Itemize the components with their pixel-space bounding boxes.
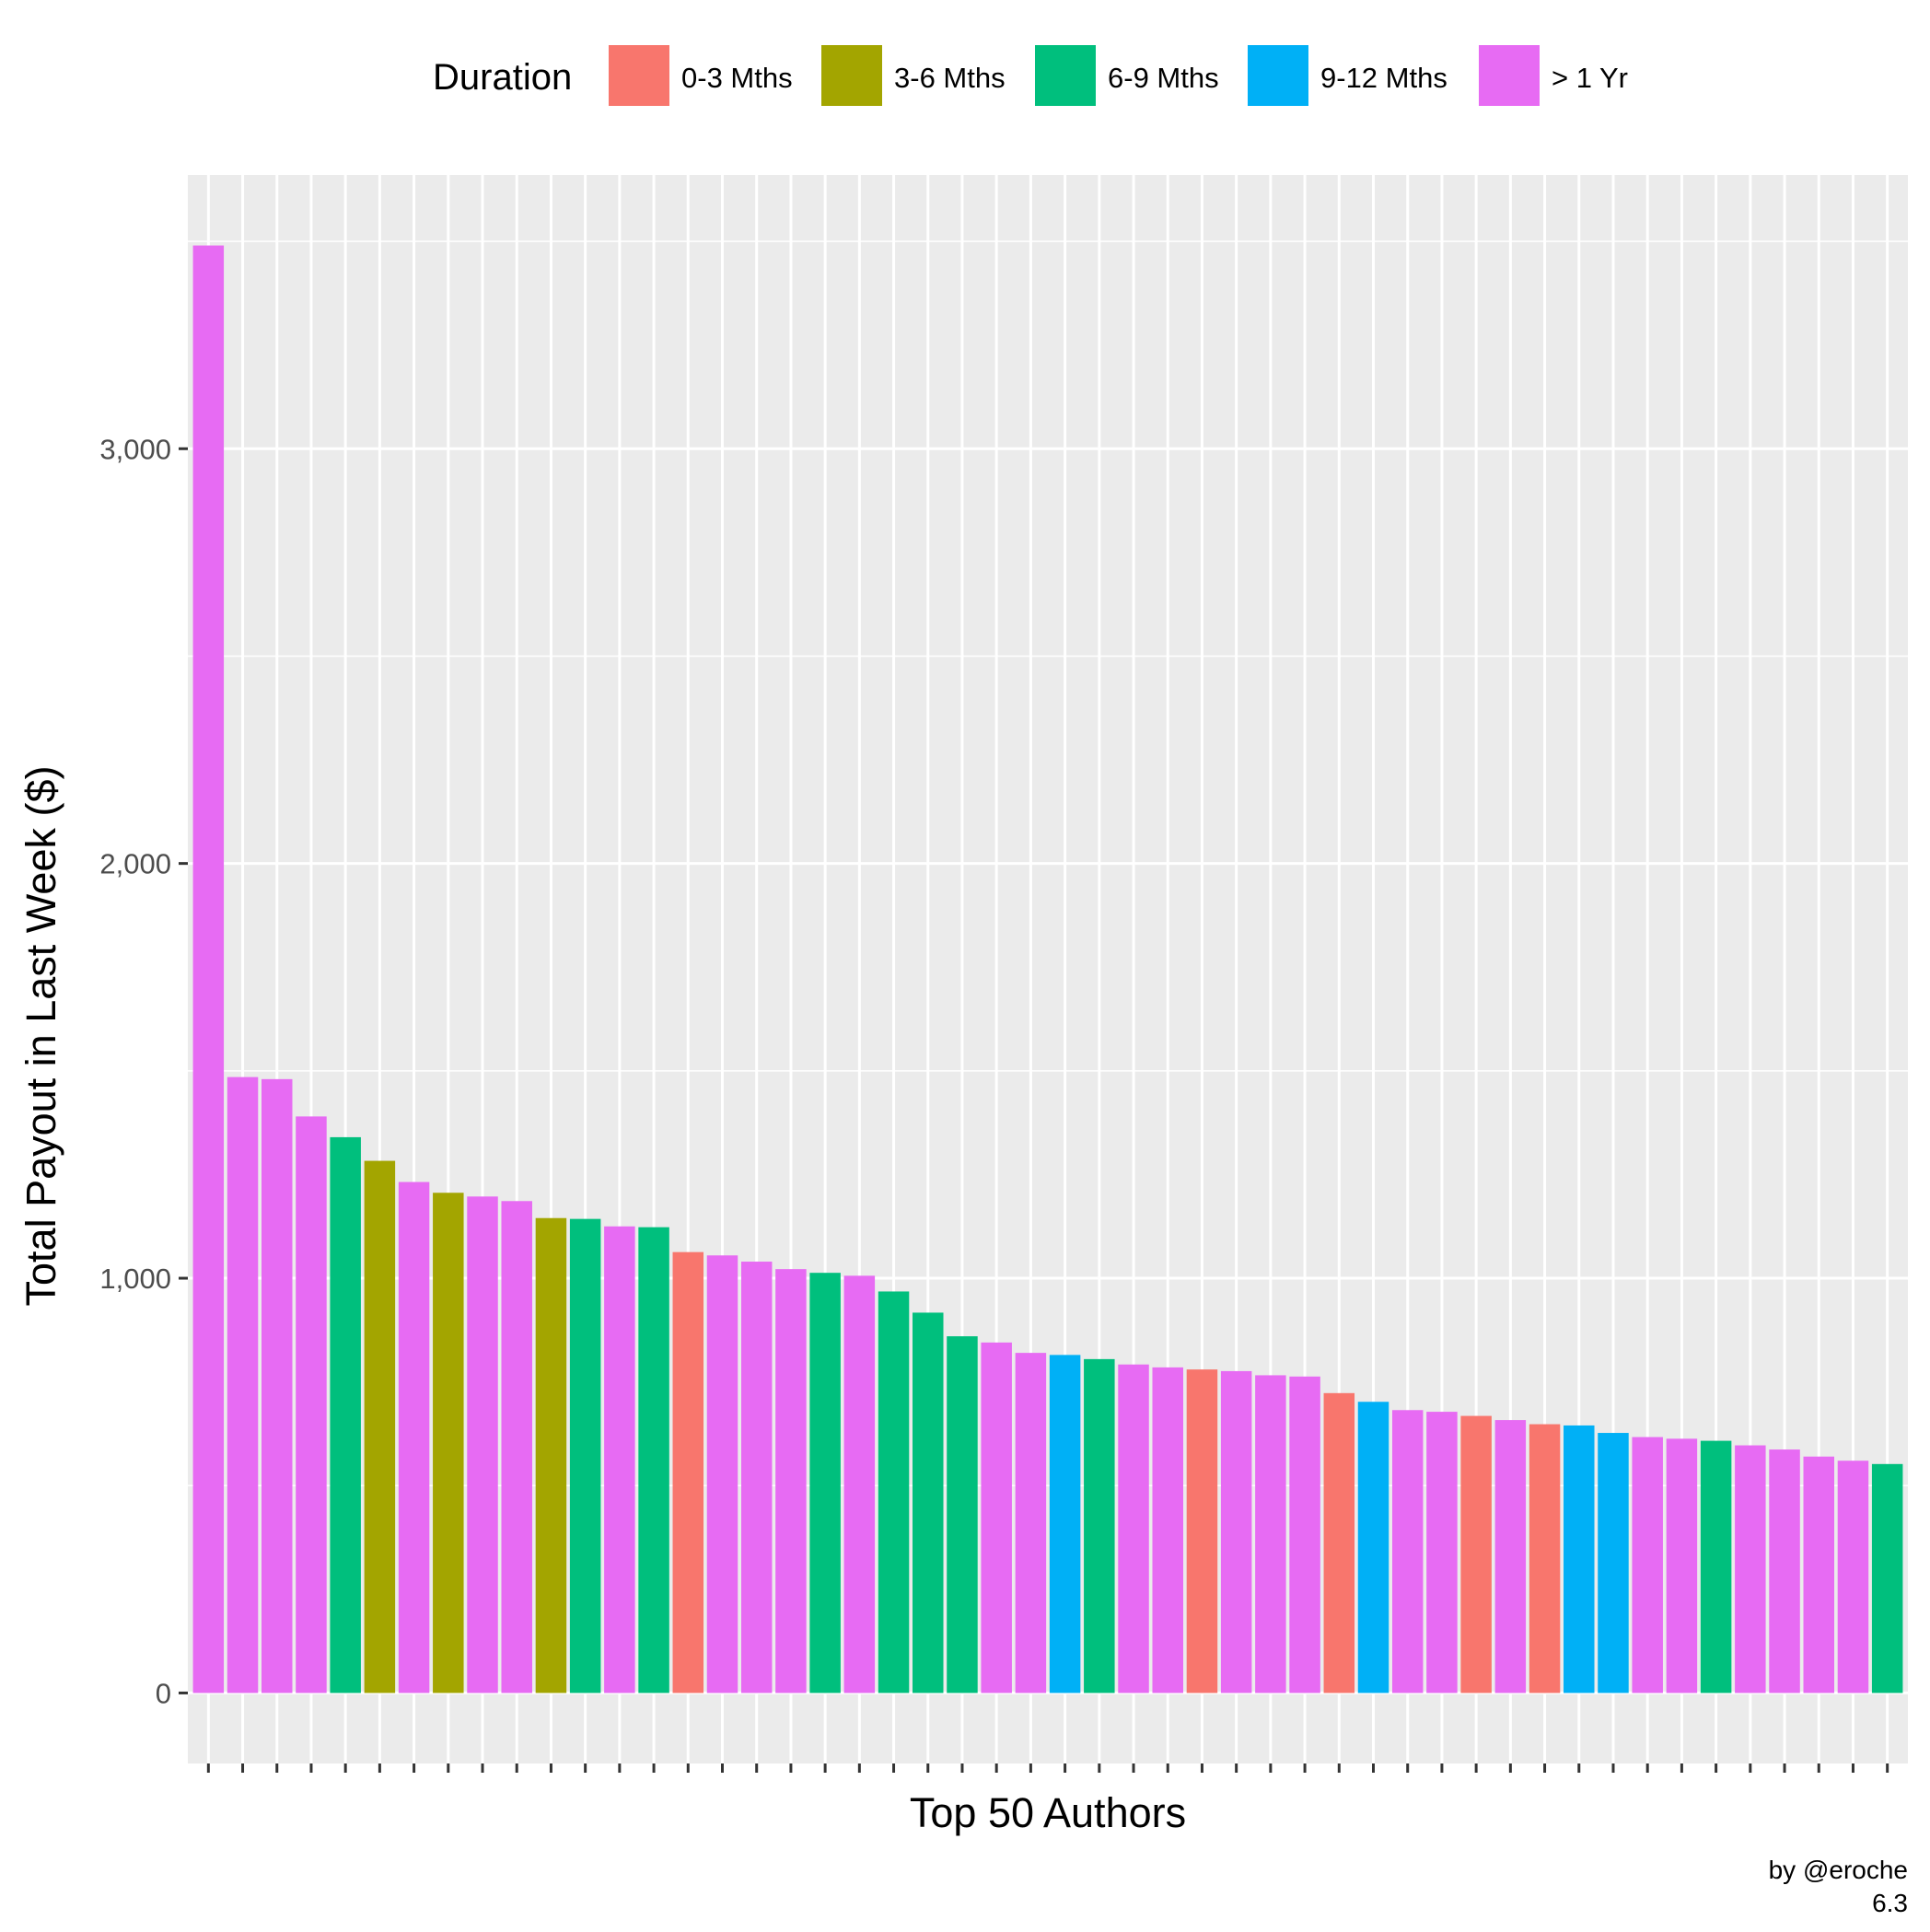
- bar: [1323, 1392, 1355, 1693]
- bar: [740, 1262, 773, 1693]
- bar: [706, 1255, 738, 1693]
- y-tick-label: 0: [156, 1677, 171, 1709]
- y-axis-title: Total Payout in Last Week ($): [17, 766, 64, 1307]
- bar: [262, 1078, 293, 1693]
- x-axis-title: Top 50 Authors: [910, 1789, 1186, 1836]
- legend-swatch: [1035, 45, 1096, 106]
- legend-label: 6-9 Mths: [1108, 62, 1219, 94]
- bar: [1529, 1424, 1561, 1693]
- legend-swatch: [821, 45, 882, 106]
- bar: [775, 1269, 807, 1693]
- bar: [843, 1275, 876, 1693]
- legend: Duration 0-3 Mths 3-6 Mths 6-9 Mths 9-12 Mt…: [433, 45, 1628, 106]
- bar: [1152, 1367, 1183, 1693]
- bar: [878, 1291, 910, 1693]
- bar: [1837, 1461, 1869, 1693]
- bar: [638, 1227, 669, 1693]
- bar: [1564, 1425, 1595, 1693]
- bar: [330, 1136, 361, 1693]
- bar: [1118, 1364, 1149, 1693]
- bar: [604, 1226, 635, 1693]
- legend-swatch: [1479, 45, 1540, 106]
- legend-label: 3-6 Mths: [894, 62, 1006, 94]
- bar: [1460, 1415, 1492, 1693]
- legend-swatch: [609, 45, 669, 106]
- legend-label: > 1 Yr: [1552, 62, 1628, 94]
- caption-version: 6.3: [1872, 1889, 1908, 1917]
- caption-author: by @eroche: [1769, 1856, 1908, 1884]
- legend-title: Duration: [433, 57, 572, 98]
- legend-entry: 3-6 Mths: [821, 45, 1006, 106]
- bar: [1494, 1420, 1527, 1693]
- legend-label: 0-3 Mths: [681, 62, 793, 94]
- bar: [535, 1217, 567, 1693]
- bar: [672, 1251, 704, 1693]
- legend-entry: 6-9 Mths: [1035, 45, 1219, 106]
- bar: [364, 1160, 396, 1693]
- bar: [296, 1116, 327, 1693]
- legend-entry: 0-3 Mths: [609, 45, 793, 106]
- x-axis: [206, 1763, 1889, 1773]
- bar: [1391, 1410, 1424, 1693]
- y-tick-label: 2,000: [99, 848, 171, 880]
- bar: [501, 1201, 532, 1693]
- legend-swatch: [1248, 45, 1308, 106]
- bar: [227, 1077, 259, 1693]
- bar: [398, 1181, 430, 1693]
- bar: [1084, 1358, 1115, 1693]
- bar: [1598, 1433, 1629, 1693]
- bar: [1289, 1376, 1320, 1693]
- bar: [1220, 1370, 1252, 1693]
- bar: [1357, 1402, 1389, 1693]
- legend-label: 9-12 Mths: [1320, 62, 1448, 94]
- bar: [947, 1336, 978, 1693]
- bar: [1255, 1375, 1286, 1693]
- y-tick-label: 3,000: [99, 433, 171, 465]
- bar: [1871, 1463, 1903, 1693]
- bar: [1049, 1355, 1081, 1693]
- bar: [1632, 1437, 1663, 1693]
- bar: [1769, 1449, 1800, 1693]
- bar: [1700, 1440, 1732, 1693]
- y-tick-label: 1,000: [99, 1263, 171, 1295]
- bar: [913, 1312, 944, 1693]
- bar: [192, 245, 225, 1693]
- bar: [1803, 1456, 1834, 1693]
- bar: [467, 1196, 498, 1693]
- bar: [1735, 1445, 1766, 1693]
- bars: [192, 245, 1903, 1693]
- bar: [1666, 1438, 1698, 1693]
- legend-entry: > 1 Yr: [1479, 45, 1628, 106]
- legend-entry: 9-12 Mths: [1248, 45, 1448, 106]
- bar: [1015, 1353, 1047, 1693]
- bar: [569, 1218, 601, 1693]
- bar: [1426, 1412, 1458, 1693]
- y-axis: 0 1,000 2,000 3,000: [99, 433, 188, 1709]
- legend-entries: 0-3 Mths 3-6 Mths 6-9 Mths 9-12 Mths > 1 Yr: [609, 45, 1628, 106]
- bar: [809, 1273, 841, 1693]
- bar: [981, 1342, 1012, 1693]
- bar: [1186, 1369, 1218, 1693]
- bar: [433, 1193, 464, 1693]
